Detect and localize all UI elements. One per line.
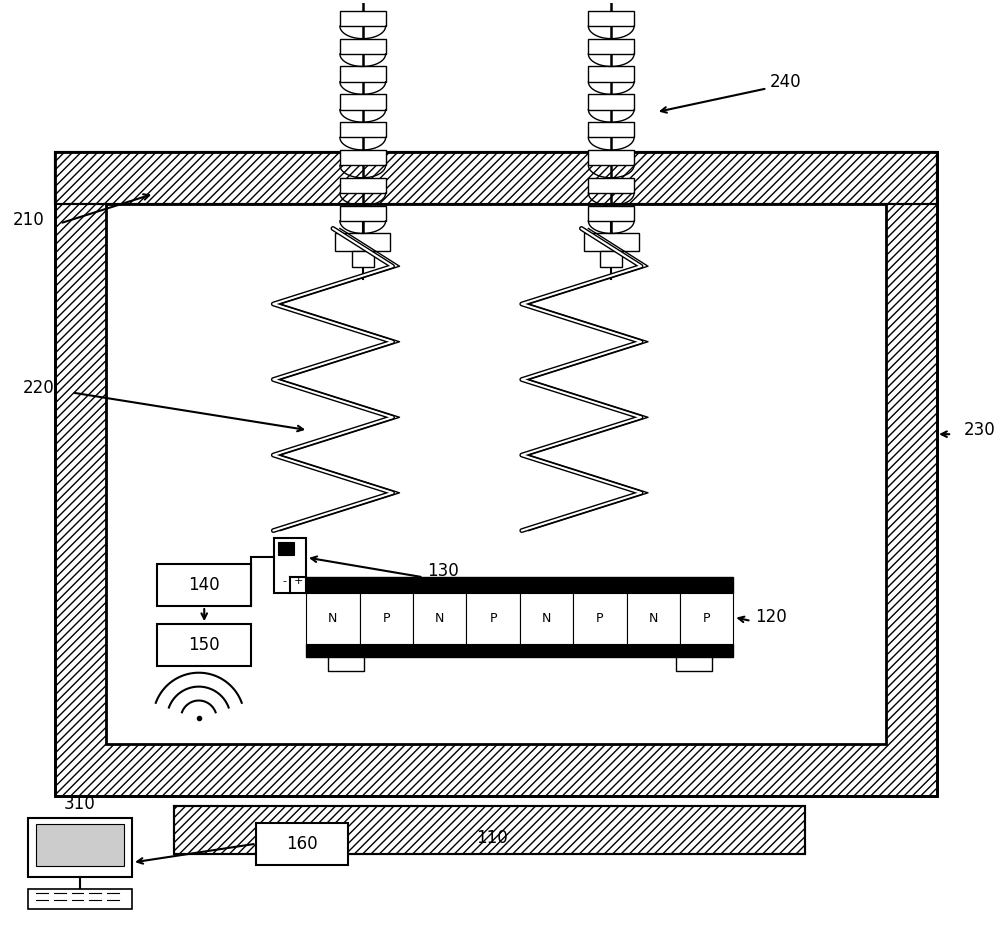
Bar — [676, 657, 712, 671]
Bar — [588, 178, 634, 193]
Bar — [256, 823, 348, 865]
Bar — [157, 565, 251, 606]
Text: 240: 240 — [770, 73, 802, 92]
Bar — [340, 150, 386, 165]
Text: 130: 130 — [427, 563, 459, 580]
Bar — [584, 234, 639, 251]
Text: N: N — [328, 612, 338, 625]
Bar — [340, 122, 386, 137]
Text: P: P — [382, 612, 390, 625]
Bar — [413, 593, 466, 644]
Bar — [588, 150, 634, 165]
Bar — [28, 889, 132, 909]
Bar — [588, 95, 634, 109]
Text: 230: 230 — [964, 421, 996, 439]
Bar — [157, 624, 251, 666]
Bar — [274, 538, 306, 593]
Bar — [588, 11, 634, 26]
Bar — [340, 67, 386, 82]
Bar — [306, 644, 733, 657]
Bar — [55, 152, 937, 204]
Text: N: N — [649, 612, 658, 625]
Bar — [328, 657, 364, 671]
Bar — [28, 818, 132, 878]
Text: 140: 140 — [188, 577, 220, 594]
Text: 210: 210 — [13, 210, 45, 229]
Bar — [600, 251, 622, 267]
Bar — [680, 593, 733, 644]
Text: N: N — [542, 612, 551, 625]
Bar — [36, 824, 124, 866]
Text: 160: 160 — [286, 834, 318, 853]
Bar — [55, 152, 937, 204]
Bar — [340, 206, 386, 221]
Bar — [588, 67, 634, 82]
Bar — [306, 593, 360, 644]
Bar — [466, 593, 520, 644]
Text: 310: 310 — [64, 794, 96, 813]
Text: 150: 150 — [188, 636, 220, 654]
Bar — [55, 152, 937, 796]
Bar — [588, 39, 634, 54]
Bar — [340, 39, 386, 54]
Text: +: + — [293, 577, 303, 586]
Bar — [360, 593, 413, 644]
Bar — [340, 178, 386, 193]
Bar — [627, 593, 680, 644]
Bar — [278, 541, 294, 555]
Bar — [55, 152, 937, 796]
Text: P: P — [596, 612, 604, 625]
Bar — [520, 593, 573, 644]
Bar — [573, 593, 627, 644]
Text: P: P — [489, 612, 497, 625]
Bar — [174, 806, 805, 854]
Bar — [340, 11, 386, 26]
Bar — [306, 578, 733, 593]
Text: 220: 220 — [23, 379, 55, 398]
Bar — [335, 234, 390, 251]
Text: -: - — [282, 577, 286, 586]
Bar — [340, 95, 386, 109]
Bar — [352, 251, 374, 267]
Text: P: P — [703, 612, 711, 625]
Bar — [106, 204, 886, 744]
Bar — [174, 806, 805, 854]
Text: N: N — [435, 612, 444, 625]
Bar — [588, 122, 634, 137]
Bar — [588, 206, 634, 221]
Text: 110: 110 — [476, 829, 508, 846]
Text: 120: 120 — [755, 608, 787, 626]
